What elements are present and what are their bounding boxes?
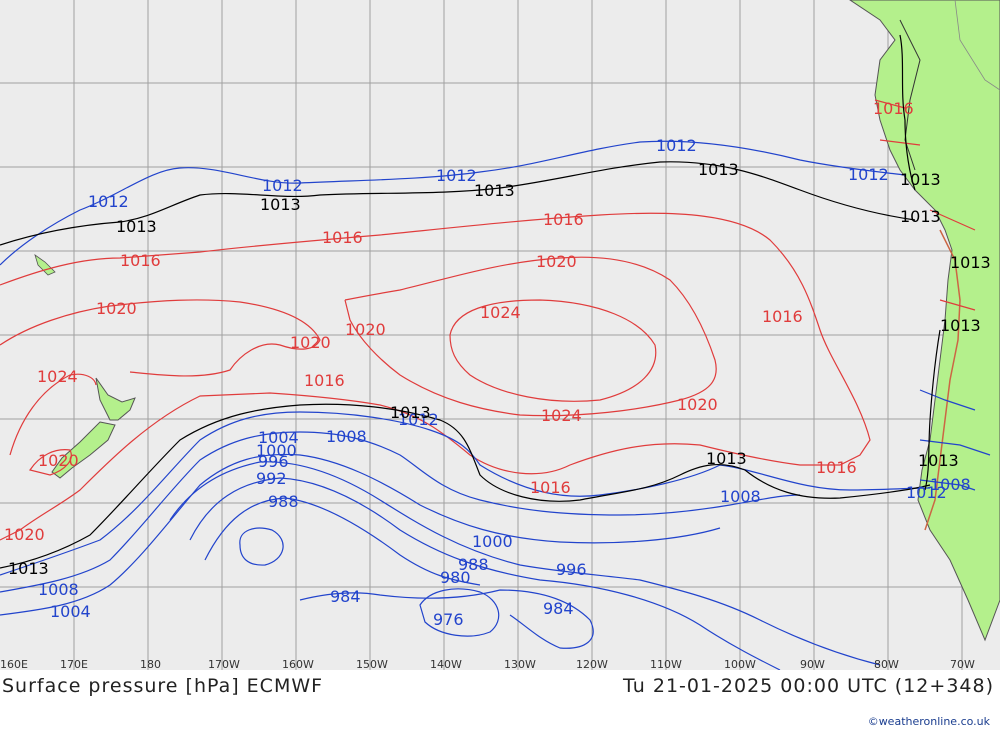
isobar-label-1013: 1013 xyxy=(918,451,959,470)
lon-tick: 110W xyxy=(650,658,682,670)
isobar-label-1013: 1013 xyxy=(950,253,991,272)
isobar-label-1013: 1013 xyxy=(260,195,301,214)
isobar-label-1020: 1020 xyxy=(677,395,718,414)
lon-tick: 120W xyxy=(576,658,608,670)
lon-tick: 100W xyxy=(724,658,756,670)
lon-tick: 80W xyxy=(874,658,899,670)
isobar-label-1013: 1013 xyxy=(900,207,941,226)
lon-tick: 160E xyxy=(0,658,28,670)
isobar-label-1013: 1013 xyxy=(900,170,941,189)
isobar-label-1020: 1020 xyxy=(38,451,79,470)
lon-tick: 130W xyxy=(504,658,536,670)
credit-link[interactable]: ©weatheronline.co.uk xyxy=(867,715,990,728)
valid-time: Tu 21-01-2025 00:00 UTC (12+348) xyxy=(623,675,994,697)
lon-tick: 70W xyxy=(950,658,975,670)
lon-tick: 90W xyxy=(800,658,825,670)
isobar-label-1013: 1013 xyxy=(390,403,431,422)
isobar-label-1012: 1012 xyxy=(88,192,129,211)
low-pressure-isobars xyxy=(0,140,991,670)
isobar-label-1020: 1020 xyxy=(4,525,45,544)
isobar-label-1012: 1012 xyxy=(262,176,303,195)
isobar-label-976: 976 xyxy=(433,610,464,629)
isobar-label-1016: 1016 xyxy=(816,458,857,477)
isobar-label-1024: 1024 xyxy=(541,406,582,425)
lon-tick: 170E xyxy=(60,658,88,670)
pressure-map: 1016 1016 1016 1016 1016 1016 1016 1016 … xyxy=(0,0,1000,670)
isobar-label-1008: 1008 xyxy=(326,427,367,446)
isobar-label-1013: 1013 xyxy=(474,181,515,200)
isobar-label-1012: 1012 xyxy=(656,136,697,155)
isobar-label-1020: 1020 xyxy=(536,252,577,271)
isobar-label-1008: 1008 xyxy=(38,580,79,599)
lon-tick: 140W xyxy=(430,658,462,670)
caption-bar xyxy=(0,670,1000,733)
isobar-label-1013: 1013 xyxy=(706,449,747,468)
isobar-label-1016: 1016 xyxy=(530,478,571,497)
lon-tick: 160W xyxy=(282,658,314,670)
south-america-land xyxy=(849,0,1000,642)
isobar-label-996: 996 xyxy=(556,560,587,579)
isobar-label-1000: 1000 xyxy=(472,532,513,551)
isobar-label-1016: 1016 xyxy=(543,210,584,229)
isobar-label-1016: 1016 xyxy=(873,99,914,118)
isobar-label-996: 996 xyxy=(258,452,289,471)
isobar-label-992: 992 xyxy=(256,469,287,488)
isobar-label-984: 984 xyxy=(330,587,361,606)
lon-tick: 170W xyxy=(208,658,240,670)
high-pressure-isobars xyxy=(0,99,976,541)
isobar-label-984: 984 xyxy=(543,599,574,618)
isobar-label-1020: 1020 xyxy=(345,320,386,339)
isobar-label-1020: 1020 xyxy=(290,333,331,352)
isobar-label-1016: 1016 xyxy=(120,251,161,270)
lon-tick: 180 xyxy=(140,658,161,670)
isobar-label-1004: 1004 xyxy=(50,602,91,621)
isobar-label-988: 988 xyxy=(458,555,489,574)
isobar-label-1013: 1013 xyxy=(8,559,49,578)
isobar-label-1013: 1013 xyxy=(698,160,739,179)
isobar-label-1012: 1012 xyxy=(848,165,889,184)
isobar-label-1004: 1004 xyxy=(258,428,299,447)
isobar-label-1008: 1008 xyxy=(930,475,971,494)
isobar-label-1016: 1016 xyxy=(762,307,803,326)
isobar-label-1020: 1020 xyxy=(96,299,137,318)
isobar-label-988: 988 xyxy=(268,492,299,511)
isobar-label-1016: 1016 xyxy=(322,228,363,247)
isobar-label-1013: 1013 xyxy=(116,217,157,236)
isobar-label-1008: 1008 xyxy=(720,487,761,506)
isobar-label-1000: 1000 xyxy=(256,441,297,460)
isobar-label-1024: 1024 xyxy=(37,367,78,386)
isobar-label-1016: 1016 xyxy=(304,371,345,390)
standard-isobars xyxy=(0,34,941,569)
isobar-label-1024: 1024 xyxy=(480,303,521,322)
graticule xyxy=(0,0,1000,670)
isobar-label-1012: 1012 xyxy=(436,166,477,185)
isobar-label-1013: 1013 xyxy=(940,316,981,335)
isobar-label-1012: 1012 xyxy=(906,483,947,502)
isobar-label-980: 980 xyxy=(440,568,471,587)
isobar-label-1012: 1012 xyxy=(398,410,439,429)
lon-tick: 150W xyxy=(356,658,388,670)
map-title: Surface pressure [hPa] ECMWF xyxy=(2,675,324,697)
